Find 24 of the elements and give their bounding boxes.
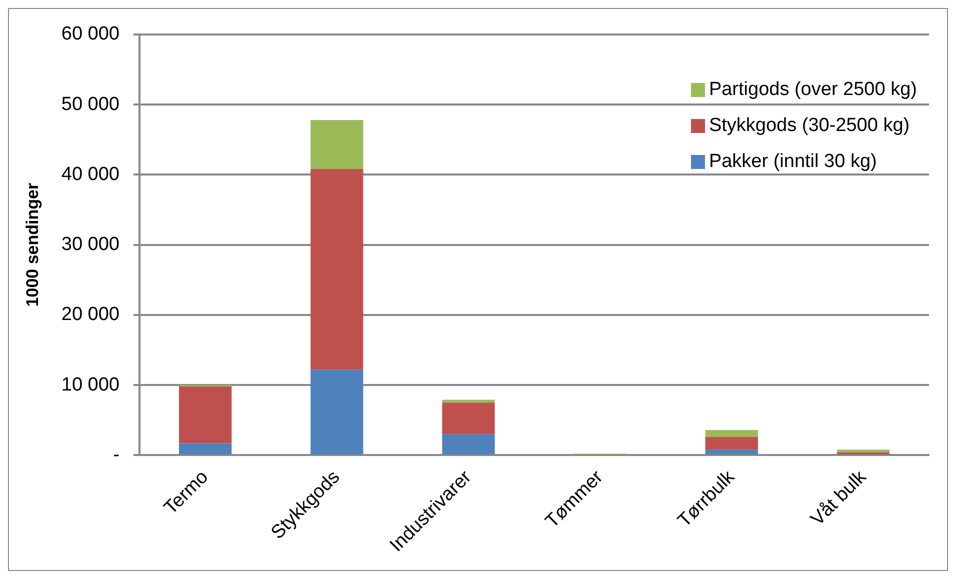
- bar: [310, 370, 364, 454]
- y-axis-title: 1000 sendinger: [22, 182, 42, 307]
- bar: [442, 400, 495, 403]
- y-tick-label: 30 000: [61, 234, 120, 256]
- bar: [836, 450, 890, 452]
- bar: [705, 430, 758, 437]
- bar: [178, 443, 232, 454]
- bar: [705, 436, 758, 450]
- bar: [310, 120, 364, 170]
- bar: [705, 450, 758, 454]
- bar: [310, 169, 364, 370]
- y-tick-label: 20 000: [61, 304, 120, 326]
- y-tick-label: 50 000: [61, 94, 120, 115]
- y-tick-label: 60 000: [61, 24, 120, 45]
- bar: [178, 386, 232, 444]
- y-tick-label: 40 000: [61, 164, 120, 185]
- bar: [442, 434, 495, 454]
- legend-label: Pakker (inntil 30 kg): [708, 151, 877, 173]
- y-tick-label: 10 000: [61, 374, 120, 396]
- legend-label: Partigods (over 2500 kg): [708, 79, 917, 101]
- bar: [442, 402, 495, 434]
- x-tick-label: Våt bulk: [807, 466, 871, 530]
- legend-label: Stykkgods (30-2500 kg): [708, 115, 910, 137]
- y-tick-label: -: [113, 444, 120, 466]
